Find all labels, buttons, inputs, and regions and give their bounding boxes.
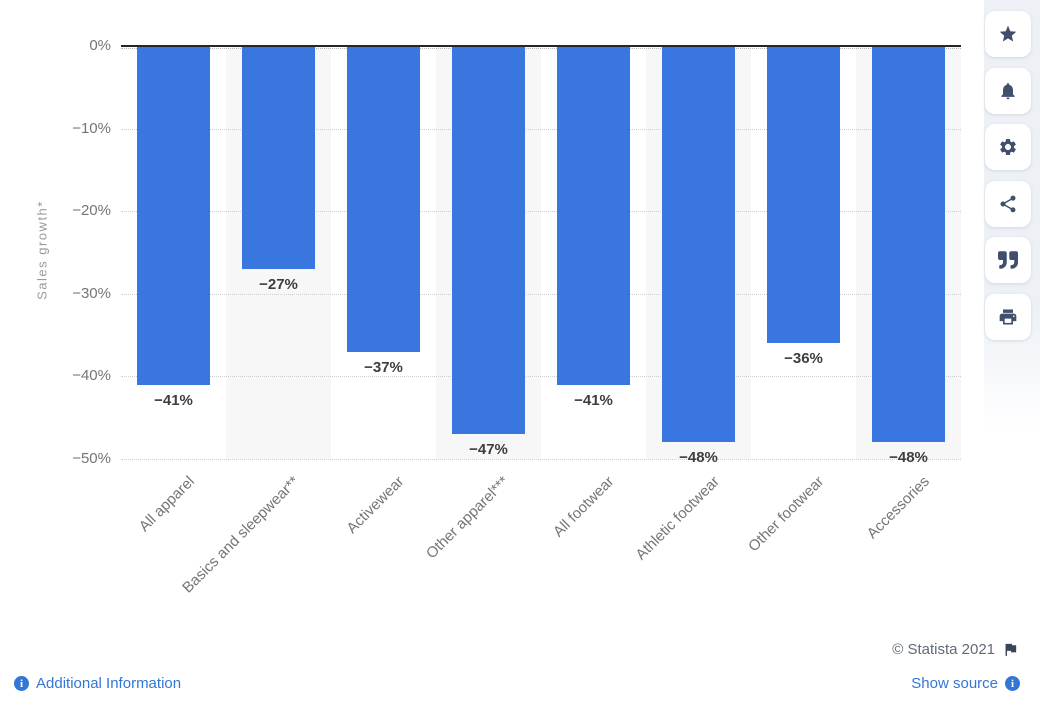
- gridline: [121, 128, 961, 130]
- additional-information-link[interactable]: i Additional Information: [14, 675, 181, 692]
- bar-value-label: −47%: [469, 441, 508, 459]
- bar-value-label: −27%: [259, 276, 298, 294]
- gridline: [121, 459, 961, 460]
- y-axis-tick-label: −20%: [72, 202, 111, 220]
- info-icon: i: [1005, 676, 1020, 691]
- star-icon: [999, 25, 1017, 42]
- info-icon: i: [14, 676, 29, 691]
- bar-value-label: −48%: [679, 449, 718, 467]
- bar-other-apparel[interactable]: [452, 47, 525, 435]
- x-axis-line: [121, 45, 961, 47]
- bar-accessories[interactable]: [872, 47, 945, 443]
- bar-value-label: −48%: [889, 449, 928, 467]
- bar-athletic-footwear[interactable]: [662, 47, 735, 443]
- cite-button[interactable]: [985, 237, 1031, 284]
- settings-button[interactable]: [985, 124, 1031, 171]
- bar-basics-and-sleepwear[interactable]: [242, 47, 315, 270]
- bar-value-label: −36%: [784, 350, 823, 368]
- x-axis-category-label: All apparel: [135, 473, 198, 536]
- copyright-notice: © Statista 2021: [892, 641, 1019, 658]
- x-axis-category-label: Activewear: [343, 473, 408, 537]
- show-source-link[interactable]: Show source i: [911, 675, 1020, 692]
- toolbar-strip: [984, 0, 1040, 430]
- flag-icon: [1005, 643, 1017, 656]
- bar-other-footwear[interactable]: [767, 47, 840, 344]
- y-axis-tick-label: −10%: [72, 119, 111, 137]
- x-axis-category-label: Accessories: [863, 473, 933, 543]
- favorite-button[interactable]: [985, 11, 1031, 57]
- copyright-text: © Statista 2021: [892, 641, 995, 658]
- x-axis-category-label: Other apparel***: [423, 473, 513, 563]
- bar-activewear[interactable]: [347, 47, 420, 352]
- y-axis-tick-label: −40%: [72, 367, 111, 385]
- print-button[interactable]: [985, 294, 1031, 340]
- y-axis-tick-label: −50%: [72, 450, 111, 467]
- x-axis-category-label: Athletic footwear: [632, 473, 723, 564]
- share-button[interactable]: [985, 180, 1031, 227]
- y-axis-tick-label: −30%: [72, 284, 111, 302]
- x-axis-category-label: Other footwear: [745, 473, 828, 556]
- zero-gridline: [121, 48, 961, 49]
- y-axis-tick-label: 0%: [89, 37, 111, 54]
- quote-icon: [998, 251, 1018, 270]
- gridline: [121, 293, 961, 295]
- x-axis-category-label: All footwear: [550, 473, 618, 541]
- additional-information-label: Additional Information: [36, 675, 182, 692]
- x-axis-category-label: Basics and sleepwear**: [179, 473, 303, 597]
- bar-value-label: −37%: [364, 358, 403, 376]
- gear-icon: [1000, 139, 1016, 156]
- show-source-label: Show source: [911, 675, 998, 692]
- gridline: [121, 376, 961, 378]
- printer-icon: [999, 309, 1017, 325]
- gridline: [121, 211, 961, 213]
- bar-value-label: −41%: [574, 391, 613, 409]
- share-icon: [1000, 195, 1016, 213]
- bar-all-footwear[interactable]: [557, 47, 630, 385]
- bar-value-label: −41%: [154, 391, 193, 409]
- notifications-button[interactable]: [985, 67, 1031, 114]
- bar-all-apparel[interactable]: [137, 47, 210, 385]
- bell-icon: [1001, 82, 1015, 99]
